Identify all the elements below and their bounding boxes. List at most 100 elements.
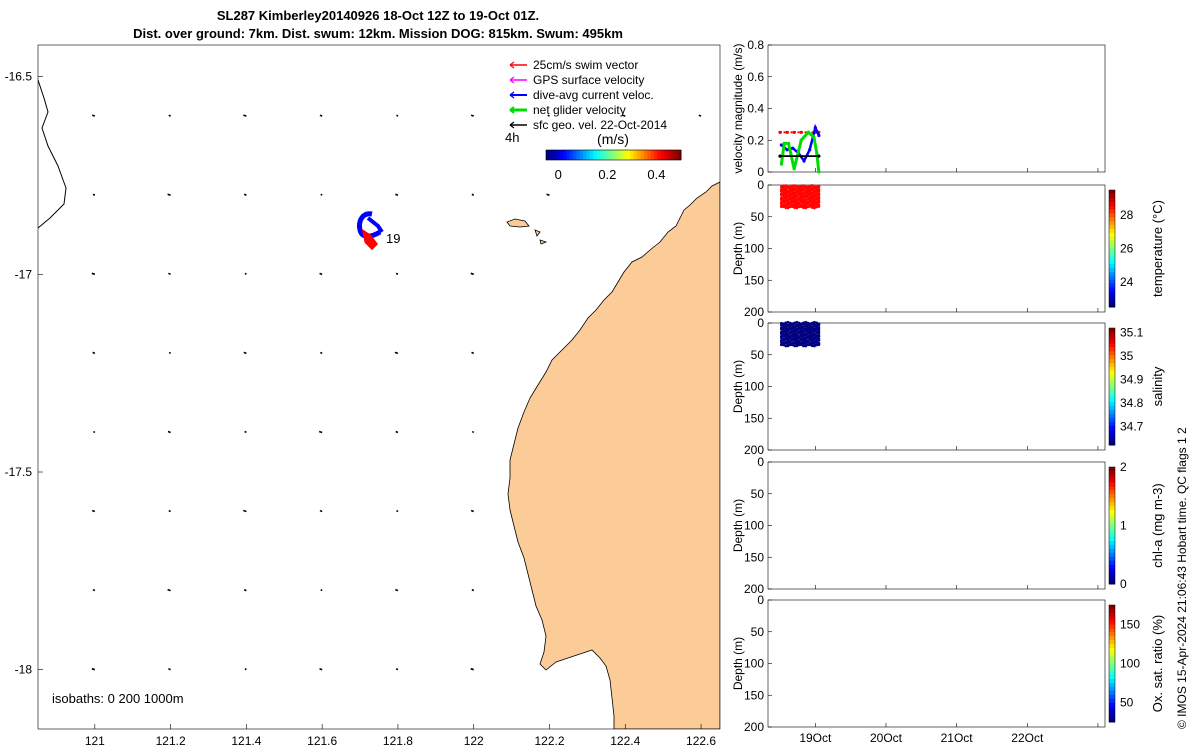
map-colorbar-segment: [600, 150, 604, 160]
y-tick-label: 50: [751, 487, 765, 501]
profile-sample-point: [815, 189, 819, 193]
panel-colorbar-segment: [1109, 537, 1115, 542]
panel-colorbar-segment: [1109, 671, 1115, 676]
x-tick-label: 21Oct: [941, 731, 974, 745]
profile-sample-point: [815, 187, 819, 191]
profile-sample-point: [813, 195, 816, 199]
panel-colorbar-segment: [1109, 363, 1115, 368]
panel-colorbar-segment: [1109, 205, 1115, 210]
profile-sample-point: [780, 193, 783, 197]
profile-sample-point: [813, 344, 816, 348]
geo-arrow: [394, 351, 399, 355]
profile-sample-point: [784, 331, 788, 335]
y-axis-label: Depth (m): [731, 222, 745, 275]
y-tick-label: 50: [751, 210, 765, 224]
geo-arrow: [319, 509, 323, 513]
panel-colorbar-segment: [1109, 698, 1115, 703]
profile-sample-point: [791, 330, 794, 334]
map-colorbar-segment: [660, 150, 665, 160]
y-tick-label: 150: [744, 550, 764, 564]
profile-sample-point: [784, 206, 788, 210]
lon-tick-label: 122.4: [610, 734, 640, 748]
geo-arrow: [243, 351, 247, 355]
map-colorbar-segment: [573, 150, 577, 160]
profile-sample-point: [799, 330, 803, 334]
profile-sample-point: [784, 184, 788, 188]
geo-arrow: [167, 430, 171, 434]
profile-sample-point: [782, 326, 786, 330]
profile-sample-point: [804, 195, 808, 199]
profile-sample-point: [784, 322, 788, 326]
profile-sample-point: [815, 343, 819, 347]
panel-colorbar-tick-label: 34.8: [1120, 396, 1144, 410]
profile-sample-point: [786, 336, 790, 340]
map-colorbar-segment: [640, 150, 645, 160]
panel-colorbar-segment: [1109, 299, 1115, 304]
profile-sample-point: [817, 200, 821, 204]
profile-sample-point: [793, 199, 797, 203]
legend-label-net: net glider velocity: [533, 103, 626, 117]
profile-sample-point: [810, 206, 814, 209]
panel-colorbar-segment: [1109, 378, 1115, 384]
geo-arrow: [243, 509, 247, 513]
geo-arrow: [396, 509, 399, 513]
profile-sample-point: [795, 199, 799, 203]
map-colorbar-tick-label: 0: [555, 167, 562, 182]
profile-sample-point: [782, 324, 786, 328]
profile-sample-point: [795, 186, 799, 190]
velocity-series-point: [779, 143, 784, 147]
map-colorbar-frame: [545, 149, 682, 161]
profile-sample-point: [780, 327, 783, 331]
profile-sample-point: [808, 326, 812, 330]
profile-sample-point: [793, 197, 797, 201]
panel-colorbar-segment: [1109, 679, 1115, 684]
geo-arrow: [91, 272, 96, 276]
panel-colorbar-segment: [1109, 275, 1115, 281]
panel-colorbar-segment: [1109, 343, 1115, 348]
panel-colorbar-tick-label: 35: [1120, 349, 1134, 363]
profile-sample-point: [799, 343, 803, 347]
y-tick-label: 100: [744, 519, 764, 533]
panel-colorbar-tick-label: 35.1: [1120, 326, 1144, 340]
map-colorbar-segment: [606, 150, 611, 160]
profile-sample-point: [802, 206, 805, 209]
profile-sample-point: [782, 343, 786, 347]
panel-colorbar-segment: [1109, 655, 1115, 661]
profile-sample-point: [797, 198, 801, 201]
lat-tick-label: -17: [15, 267, 33, 281]
panel-colorbar-segment: [1109, 256, 1115, 261]
profile-sample-point: [817, 328, 821, 332]
x-tick-label: 19Oct: [799, 731, 832, 745]
panel-colorbar-segment: [1109, 694, 1115, 700]
panel-colorbar-segment: [1109, 413, 1115, 419]
panel-colorbar-label: chl-a (mg m-3): [1150, 483, 1165, 568]
velocity-series-point: [817, 133, 821, 138]
title-line1: SL287 Kimberley20140926 18-Oct 12Z to 19…: [217, 8, 539, 23]
profile-sample-point: [799, 200, 803, 204]
legend-item-dive-avg: dive-avg current veloc.: [509, 88, 654, 102]
profile-sample-point: [782, 186, 786, 189]
panel-colorbar-segment: [1109, 686, 1115, 692]
profile-sample-point: [806, 185, 810, 189]
legend-label-dive-avg: dive-avg current veloc.: [533, 88, 654, 102]
y-tick-label: 0.4: [747, 102, 764, 116]
map-colorbar-segment: [562, 150, 567, 160]
profile-sample-point: [788, 193, 792, 197]
island-1: [506, 218, 530, 228]
profile-sample-point: [786, 200, 790, 203]
panel-colorbar-segment: [1109, 521, 1115, 526]
profile-sample-point: [797, 340, 801, 344]
lon-tick-label: 122: [464, 734, 484, 748]
panel-colorbar-segment: [1109, 437, 1115, 442]
panel-colorbar-segment: [1109, 494, 1115, 499]
profile-sample-point: [797, 205, 801, 209]
lon-tick-label: 121.6: [307, 734, 337, 748]
panel-colorbar-segment: [1109, 260, 1115, 265]
profile-sample-point: [810, 331, 814, 334]
legend-item-swim: 25cm/s swim vector: [509, 58, 638, 72]
geo-arrow: [168, 667, 171, 671]
panel-colorbar-segment: [1109, 328, 1115, 333]
lon-tick-label: 122.2: [534, 734, 564, 748]
profile-sample-point: [810, 322, 814, 326]
profile-sample-point: [817, 334, 821, 338]
